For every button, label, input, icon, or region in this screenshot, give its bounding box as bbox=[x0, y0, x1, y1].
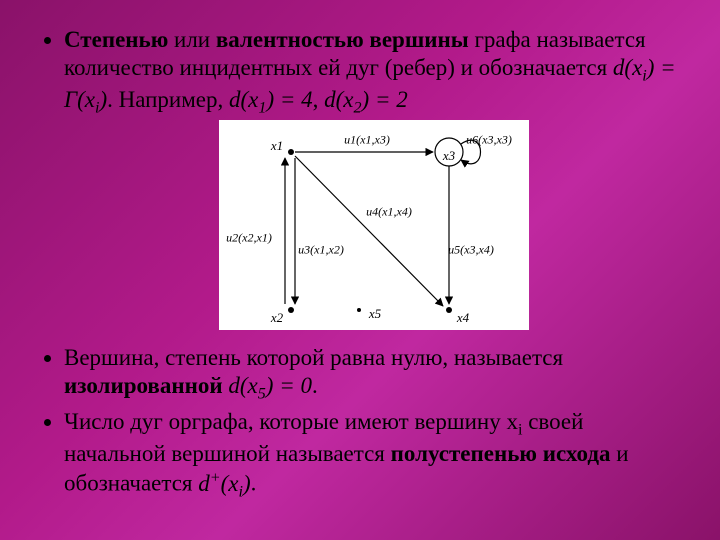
node-x1-label: x1 bbox=[271, 139, 283, 155]
b3-f1c: (x bbox=[221, 471, 239, 496]
b1-f2: d(x1) = 4 bbox=[229, 87, 313, 112]
edge-u4-label: u4(x1,x4) bbox=[366, 205, 412, 220]
b2-t1: Вершина, степень которой равна нулю, наз… bbox=[64, 345, 563, 370]
node-x3-label: x3 bbox=[443, 149, 455, 165]
diagram-wrap: x1 x2 x3 x4 x5 u1(x1,x3) u2(x2,x1) u3(x1… bbox=[64, 120, 684, 337]
u6t: u6(x3,x3) bbox=[466, 133, 512, 147]
graph-diagram: x1 x2 x3 x4 x5 u1(x1,x3) u2(x2,x1) u3(x1… bbox=[219, 120, 529, 330]
node-x4-label: x4 bbox=[457, 311, 469, 327]
b1-f3c: ) = 2 bbox=[362, 87, 408, 112]
b1-f3: d(x2) = 2 bbox=[324, 87, 408, 112]
lbl-x3: x3 bbox=[443, 149, 455, 164]
b2-f1: d(x5) = 0 bbox=[228, 373, 312, 398]
node-x1-dot bbox=[288, 149, 294, 155]
b1-strong1: Степенью bbox=[64, 27, 168, 52]
b2-f1c: ) = 0 bbox=[266, 373, 312, 398]
bullet-2: Вершина, степень которой равна нулю, наз… bbox=[64, 344, 684, 404]
b2-t4: . bbox=[312, 373, 318, 398]
u1t: u1(x1,x3) bbox=[344, 133, 390, 147]
b1-strong2: валентностью вершины bbox=[216, 27, 469, 52]
b3-f1b: + bbox=[210, 469, 221, 486]
bullet-list: Степенью или валентностью вершины графа … bbox=[36, 26, 684, 502]
b3-f1a: d bbox=[198, 471, 210, 496]
edge-u5-label: u5(x3,x4) bbox=[448, 243, 494, 258]
edge-u1-label: u1(x1,x3) bbox=[344, 133, 390, 148]
lbl-x2: x2 bbox=[271, 311, 283, 326]
u5t: u5(x3,x4) bbox=[448, 243, 494, 257]
slide: Степенью или валентностью вершины графа … bbox=[0, 0, 720, 526]
node-x5-label: x5 bbox=[369, 307, 381, 323]
b1-f3b: 2 bbox=[354, 100, 362, 117]
b2-f1b: 5 bbox=[258, 385, 266, 402]
u3t: u3(x1,x2) bbox=[298, 243, 344, 257]
node-x2-dot bbox=[288, 307, 294, 313]
b1-t6: , bbox=[313, 87, 325, 112]
edge-u2-label: u2(x2,x1) bbox=[226, 231, 272, 246]
b1-f1a: d(x bbox=[613, 55, 642, 80]
lbl-x1: x1 bbox=[271, 139, 283, 154]
lbl-x5: x5 bbox=[369, 307, 381, 322]
b3-f1: d+(xi) bbox=[198, 471, 250, 496]
b3-t1: Число дуг орграфа, которые имеют вершину… bbox=[64, 409, 518, 434]
b2-f1a: d(x bbox=[228, 373, 257, 398]
b3-t6: . bbox=[251, 471, 257, 496]
edge-u3-label: u3(x1,x2) bbox=[298, 243, 344, 258]
graph-edges-svg bbox=[219, 120, 529, 330]
lbl-x4: x4 bbox=[457, 311, 469, 326]
b3-strong: полустепенью исхода bbox=[391, 441, 611, 466]
node-x4-dot bbox=[446, 307, 452, 313]
bullet-3: Число дуг орграфа, которые имеют вершину… bbox=[64, 408, 684, 502]
b1-f2c: ) = 4 bbox=[266, 87, 312, 112]
u4t: u4(x1,x4) bbox=[366, 205, 412, 219]
b2-strong: изолированной bbox=[64, 373, 223, 398]
b1-f3a: d(x bbox=[324, 87, 353, 112]
b1-t2: или bbox=[168, 27, 216, 52]
node-x2-label: x2 bbox=[271, 311, 283, 327]
bullet-1: Степенью или валентностью вершины графа … bbox=[64, 26, 684, 338]
b1-t5: . Например, bbox=[107, 87, 229, 112]
u2t: u2(x2,x1) bbox=[226, 231, 272, 245]
b1-f2a: d(x bbox=[229, 87, 258, 112]
b3-f1e: ) bbox=[243, 471, 251, 496]
node-x5-dot bbox=[357, 308, 361, 312]
b1-f1e: ) bbox=[99, 87, 107, 112]
edge-u6-label: u6(x3,x3) bbox=[466, 133, 512, 148]
